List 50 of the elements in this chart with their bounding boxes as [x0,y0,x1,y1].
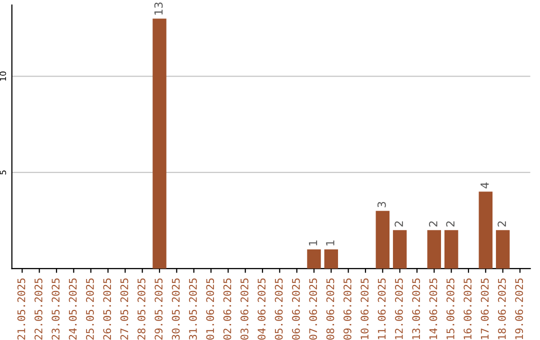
x-tick-label: 17.06.2025 [480,278,489,340]
x-tick-label: 06.06.2025 [292,278,300,340]
x-tick-label: 03.06.2025 [240,278,248,340]
x-tick-label: 18.06.2025 [498,278,506,340]
x-tick-label: 31.05.2025 [189,278,197,340]
data-label: 4 [480,182,489,188]
x-tick-label: 30.05.2025 [172,278,180,340]
bar [376,210,390,269]
x-tick-label: 16.06.2025 [464,278,472,340]
x-tick-label: 21.05.2025 [17,278,26,340]
bar [152,18,166,269]
x-tick-label: 19.06.2025 [515,278,524,340]
data-label: 1 [308,240,318,246]
bar [392,230,407,269]
x-tick-label: 02.06.2025 [223,278,232,340]
data-label: 3 [377,202,386,208]
data-label: 2 [428,221,438,227]
x-tick-label: 09.06.2025 [343,278,352,340]
x-tick-label: 05.06.2025 [274,278,283,340]
x-tick-label: 27.05.2025 [120,278,128,340]
x-tick-label: 25.05.2025 [86,278,94,340]
x-tick-label: 07.06.2025 [309,278,318,340]
x-tick-label: 14.06.2025 [429,278,438,340]
data-label: 2 [498,221,506,227]
data-label: 2 [394,221,403,227]
y-tick-label: 10 [0,72,6,81]
bar [307,249,321,269]
x-tick-label: 29.05.2025 [154,278,163,340]
x-tick-label: 24.05.2025 [68,278,77,340]
x-tick-label: 10.06.2025 [360,278,369,340]
x-tick-label: 23.05.2025 [52,278,60,340]
data-label: 1 [326,240,334,246]
bar [427,230,442,269]
x-tick-label: 15.06.2025 [446,278,454,340]
data-label: 2 [446,221,454,227]
x-tick-label: 22.05.2025 [34,278,42,340]
bar [496,230,510,269]
x-tick-label: 08.06.2025 [326,278,334,340]
bar [444,230,458,269]
bar [478,192,493,269]
x-tick-label: 28.05.2025 [138,278,146,340]
data-label: 13 [154,2,163,15]
x-tick-label: 12.06.2025 [394,278,403,340]
x-tick-label: 04.06.2025 [258,278,266,340]
x-tick-label: 26.05.2025 [103,278,112,340]
x-tick-label: 13.06.2025 [412,278,420,340]
x-tick-label: 11.06.2025 [378,278,386,340]
bar [324,249,338,269]
y-tick-label: 5 [0,170,6,174]
x-tick-label: 01.06.2025 [206,278,214,340]
